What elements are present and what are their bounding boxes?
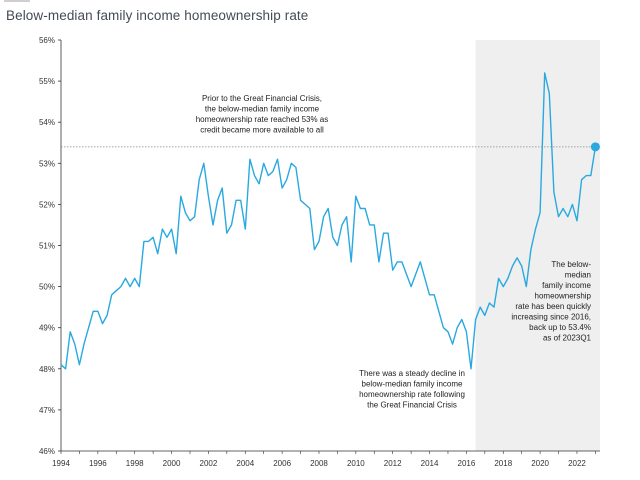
x-tick-label: 1994 bbox=[52, 459, 70, 468]
annotation-3: The below-median family income homeownersh… bbox=[511, 260, 591, 343]
x-tick-label: 2016 bbox=[458, 459, 476, 468]
annotation-line: rate has been quickly bbox=[515, 302, 591, 311]
x-tick-label: 1996 bbox=[89, 459, 107, 468]
annotation-line: homeownership rate following bbox=[359, 390, 465, 399]
series-end-point bbox=[590, 142, 600, 152]
annotation-1: Prior to the Great Financial Crisis, the … bbox=[196, 94, 329, 135]
annotation-line: credit became more available to all bbox=[200, 126, 324, 135]
annotation-2: There was a steady decline in below-media… bbox=[359, 369, 465, 410]
annotation-line: increasing since 2016, bbox=[511, 313, 591, 322]
annotation-line: Prior to the Great Financial Crisis, bbox=[202, 94, 322, 103]
annotation-line: median bbox=[565, 271, 591, 280]
shaded-region bbox=[475, 40, 600, 451]
annotation-line: The below- bbox=[551, 260, 591, 269]
annotation-line: back up to 53.4% bbox=[529, 323, 591, 332]
annotation-line: the Great Financial Crisis bbox=[367, 401, 457, 410]
x-tick-label: 2006 bbox=[273, 459, 291, 468]
y-tick-label: 54% bbox=[39, 118, 55, 127]
y-tick-label: 47% bbox=[39, 406, 55, 415]
x-tick-label: 2020 bbox=[531, 459, 549, 468]
y-tick-label: 48% bbox=[39, 365, 55, 374]
y-tick-label: 53% bbox=[39, 159, 55, 168]
annotation-line: homeownership rate reached 53% as bbox=[196, 115, 329, 124]
y-tick-label: 51% bbox=[39, 242, 55, 251]
annotation-line: as of 2023Q1 bbox=[543, 334, 592, 343]
x-tick-label: 2000 bbox=[163, 459, 181, 468]
annotation-line: the below-median family income bbox=[205, 105, 320, 114]
x-tick-label: 2022 bbox=[568, 459, 586, 468]
x-tick-label: 2002 bbox=[200, 459, 218, 468]
x-tick-label: 2010 bbox=[347, 459, 365, 468]
x-tick-label: 2008 bbox=[310, 459, 328, 468]
annotation-line: There was a steady decline in bbox=[359, 369, 465, 378]
y-tick-label: 49% bbox=[39, 324, 55, 333]
y-tick-label: 52% bbox=[39, 200, 55, 209]
x-tick-label: 2018 bbox=[494, 459, 512, 468]
annotation-line: homeownership bbox=[535, 292, 592, 301]
chart-title: Below-median family income homeownership… bbox=[6, 8, 309, 23]
y-tick-label: 56% bbox=[39, 36, 55, 45]
y-tick-label: 55% bbox=[39, 77, 55, 86]
y-tick-label: 50% bbox=[39, 283, 55, 292]
annotation-line: below-median family income bbox=[362, 380, 463, 389]
y-tick-label: 46% bbox=[39, 447, 55, 456]
series-line bbox=[60, 72, 597, 370]
x-tick-label: 2004 bbox=[236, 459, 254, 468]
x-tick-label: 2012 bbox=[384, 459, 402, 468]
x-tick-label: 1998 bbox=[126, 459, 144, 468]
annotation-line: family income bbox=[542, 281, 591, 290]
top-rule bbox=[4, 0, 30, 2]
x-tick-label: 2014 bbox=[421, 459, 439, 468]
